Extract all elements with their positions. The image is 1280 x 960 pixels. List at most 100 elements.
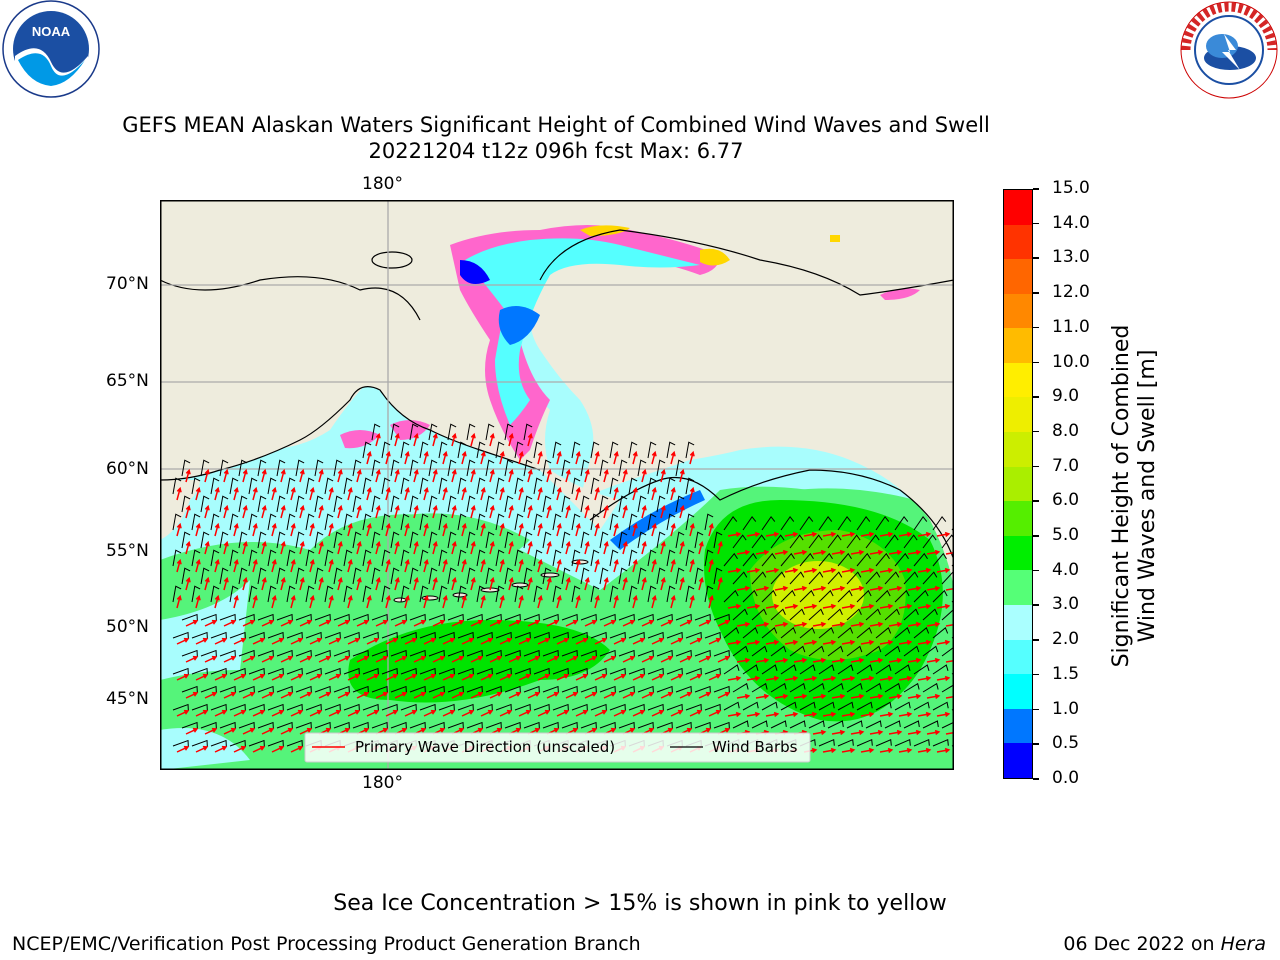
wind-barb <box>485 567 495 585</box>
wind-barb <box>571 631 588 639</box>
wave-arrow <box>214 709 228 717</box>
wind-barb <box>523 685 540 693</box>
wave-arrow <box>404 637 418 645</box>
wind-barb <box>675 649 692 657</box>
wave-arrow <box>366 637 380 645</box>
wind-barb <box>447 531 457 549</box>
wave-arrow <box>898 675 913 681</box>
wind-barb <box>324 703 341 711</box>
colorbar-tick-mark <box>1033 673 1039 676</box>
wind-barb <box>267 667 284 675</box>
wind-barb <box>818 589 834 603</box>
wind-barb <box>286 549 296 567</box>
wave-arrow <box>888 693 903 699</box>
wave-arrow <box>689 673 703 681</box>
wave-arrow <box>347 594 353 609</box>
wave-arrow <box>888 657 903 663</box>
wind-barb <box>495 549 505 567</box>
wind-barb <box>419 703 436 711</box>
wave-arrow <box>831 585 846 591</box>
wind-barb <box>523 567 533 585</box>
wave-arrow <box>651 637 665 645</box>
wave-arrow <box>432 691 446 699</box>
wave-arrow <box>584 655 598 663</box>
wave-arrow <box>252 558 258 573</box>
wave-arrow <box>195 594 201 609</box>
wave-arrow <box>233 594 239 609</box>
wind-barb <box>248 513 258 531</box>
wave-arrow <box>328 522 334 537</box>
wind-barb <box>637 649 654 657</box>
wind-barb <box>732 682 749 693</box>
wave-arrow <box>337 576 343 591</box>
wind-barb <box>552 441 562 459</box>
wind-barb <box>248 703 265 711</box>
wind-barb <box>371 649 388 657</box>
wind-barb <box>647 631 664 639</box>
wave-arrow <box>299 619 313 627</box>
wave-arrow <box>290 637 304 645</box>
wind-barb <box>818 701 835 711</box>
wind-barb <box>580 685 597 693</box>
wave-arrow <box>936 675 951 681</box>
wave-arrow <box>451 691 465 699</box>
wave-arrow <box>223 576 229 591</box>
wind-barb <box>419 441 429 459</box>
wind-barb <box>514 549 524 567</box>
wind-barb <box>514 585 524 603</box>
wind-barb <box>856 515 871 531</box>
wave-arrow <box>879 639 894 645</box>
wind-barb <box>238 531 248 549</box>
wave-arrow <box>565 691 579 699</box>
wind-barb <box>808 534 823 549</box>
wave-arrow <box>698 691 712 699</box>
colorbar-tick-label: 14.0 <box>1052 212 1090 233</box>
wind-barb <box>837 701 854 711</box>
wave-arrow <box>290 709 304 717</box>
wave-arrow <box>328 486 334 501</box>
colorbar-tick-label: 13.0 <box>1052 247 1090 268</box>
wave-arrow <box>423 486 429 501</box>
wave-arrow <box>185 727 199 735</box>
wave-arrow <box>746 675 761 681</box>
wind-barb <box>324 477 334 495</box>
wave-arrow <box>280 540 286 555</box>
wave-arrow <box>318 540 324 555</box>
wind-barb <box>590 513 600 531</box>
wave-arrow <box>413 691 427 699</box>
wind-barb <box>846 682 863 693</box>
wave-arrow <box>404 673 418 681</box>
wave-arrow <box>793 621 808 627</box>
wind-barb <box>200 531 210 549</box>
colorbar-segment <box>1004 224 1032 260</box>
wave-arrow <box>651 522 657 537</box>
wind-barb <box>922 645 939 657</box>
wave-arrow <box>850 693 865 699</box>
wind-barb <box>751 534 766 549</box>
wind-barb <box>248 739 265 747</box>
wind-barb <box>295 649 312 657</box>
wind-barb <box>599 567 609 585</box>
wind-barb <box>343 585 353 603</box>
wave-arrow <box>413 432 419 447</box>
wind-barb <box>751 608 767 621</box>
wave-arrow <box>470 468 476 483</box>
wind-barb <box>276 613 293 621</box>
wave-arrow <box>945 586 954 591</box>
wave-arrow <box>280 655 294 663</box>
wind-barb <box>580 721 597 729</box>
wave-arrow <box>508 655 522 663</box>
wind-barb <box>846 571 862 585</box>
wave-arrow <box>518 486 524 501</box>
wind-barb <box>628 631 645 639</box>
wind-barb <box>618 649 635 657</box>
wind-barb <box>248 585 258 603</box>
wave-arrow <box>480 637 494 645</box>
wave-arrow <box>622 655 636 663</box>
wave-arrow <box>404 558 410 573</box>
wind-barb <box>286 631 303 639</box>
wind-barb <box>656 531 666 549</box>
wave-arrow <box>936 639 951 645</box>
wind-barb <box>181 613 198 621</box>
wave-arrow <box>461 637 475 645</box>
